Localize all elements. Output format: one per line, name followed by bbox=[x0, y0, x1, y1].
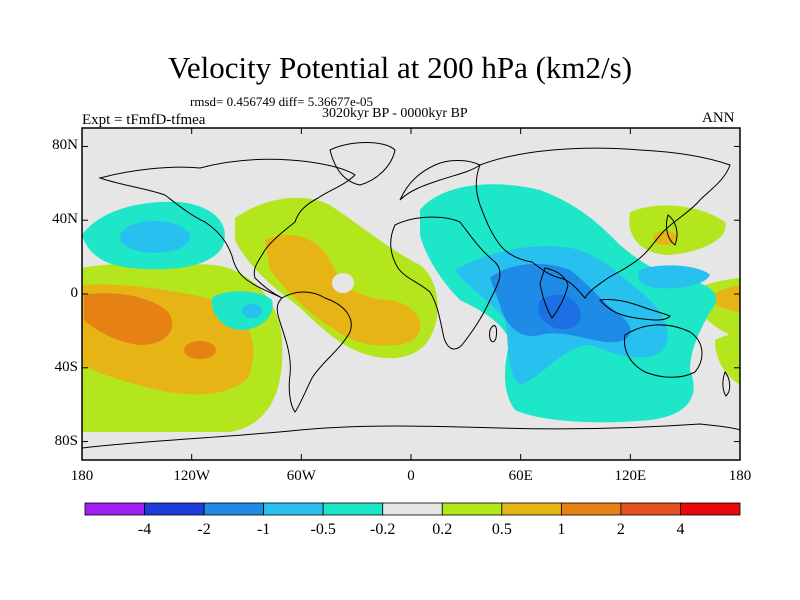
coastlines bbox=[82, 142, 740, 449]
colorbar-label: 0.2 bbox=[432, 521, 453, 538]
contour-fill-positive bbox=[629, 205, 726, 255]
coastline-india bbox=[539, 267, 569, 319]
colorbar-label: -2 bbox=[197, 521, 211, 538]
colorbar-label: 0.5 bbox=[491, 521, 512, 538]
y-tick-label: 80S bbox=[54, 432, 78, 449]
colorbar-swatch bbox=[203, 502, 265, 516]
colorbar-label: 2 bbox=[616, 521, 625, 538]
contour-fill-negative bbox=[490, 263, 631, 343]
colorbar-swatch bbox=[263, 502, 324, 516]
y-tick-label: 40N bbox=[52, 211, 78, 228]
coastline-africa bbox=[390, 216, 501, 350]
x-tick-label: 60E bbox=[508, 468, 533, 484]
coastline-south-america bbox=[276, 291, 352, 413]
experiment-label: Expt = tFmfD-tfmea bbox=[82, 112, 206, 128]
colorbar-swatch bbox=[441, 502, 503, 516]
x-tick-label: 180 bbox=[728, 468, 752, 484]
contour-fill-positive bbox=[708, 285, 740, 312]
tick-marks bbox=[81, 128, 741, 460]
contour-fill-negative bbox=[242, 304, 262, 318]
period-label: 3020kyr BP - 0000kyr BP bbox=[322, 106, 468, 121]
contour-fill-negative bbox=[538, 294, 581, 330]
colorbar-label: 4 bbox=[676, 521, 685, 538]
x-tick-label: 180 bbox=[70, 468, 94, 484]
coastline-madagascar bbox=[489, 325, 497, 343]
colorbar-label: -1 bbox=[256, 521, 271, 538]
contour-fill-negative bbox=[120, 221, 190, 253]
contour-fill-positive bbox=[715, 332, 740, 385]
contour-fill-negative bbox=[638, 265, 710, 289]
y-tick-label: 0 bbox=[70, 285, 79, 301]
coastline-maritime-continent bbox=[599, 299, 671, 321]
colorbar-swatch bbox=[501, 502, 562, 516]
colorbar-swatch bbox=[84, 502, 145, 516]
contour-hole bbox=[332, 273, 354, 293]
contour-fill-positive bbox=[184, 341, 216, 359]
colorbar-label: -4 bbox=[137, 521, 152, 538]
coastline-greenland bbox=[329, 142, 396, 186]
contour-fills bbox=[82, 184, 740, 432]
coastline-north-america bbox=[98, 158, 356, 299]
season-label: ANN bbox=[702, 110, 735, 126]
coastline-new-zealand bbox=[722, 371, 731, 397]
colorbar-swatch bbox=[620, 502, 681, 516]
x-tick-label: 60W bbox=[286, 468, 316, 484]
coastline-asia bbox=[475, 147, 731, 299]
colorbar-label: -0.5 bbox=[310, 521, 336, 538]
y-tick-label: 80N bbox=[52, 137, 78, 154]
colorbar-label: -0.2 bbox=[370, 521, 396, 538]
colorbar-swatch bbox=[560, 502, 622, 516]
contour-fill-positive bbox=[84, 293, 173, 345]
colorbar-swatch bbox=[680, 502, 741, 516]
y-tick-label: 40S bbox=[54, 358, 78, 375]
chart-title: Velocity Potential at 200 hPa (km2/s) bbox=[167, 50, 633, 85]
coastline-japan bbox=[665, 214, 678, 246]
x-tick-label: 120W bbox=[173, 468, 210, 484]
colorbar-label: 1 bbox=[557, 521, 566, 538]
colorbar-swatch bbox=[322, 502, 384, 516]
x-tick-label: 120E bbox=[614, 468, 647, 484]
colorbar bbox=[84, 502, 741, 516]
contour-fill-positive bbox=[653, 231, 677, 245]
coastline-australia bbox=[623, 324, 703, 378]
x-tick-label: 0 bbox=[407, 468, 415, 484]
stats-label: rmsd= 0.456749 diff= 5.36677e-05 bbox=[190, 94, 374, 109]
coastline-antarctica bbox=[82, 423, 740, 449]
colorbar-swatch bbox=[382, 502, 443, 516]
colorbar-swatch bbox=[144, 502, 205, 516]
